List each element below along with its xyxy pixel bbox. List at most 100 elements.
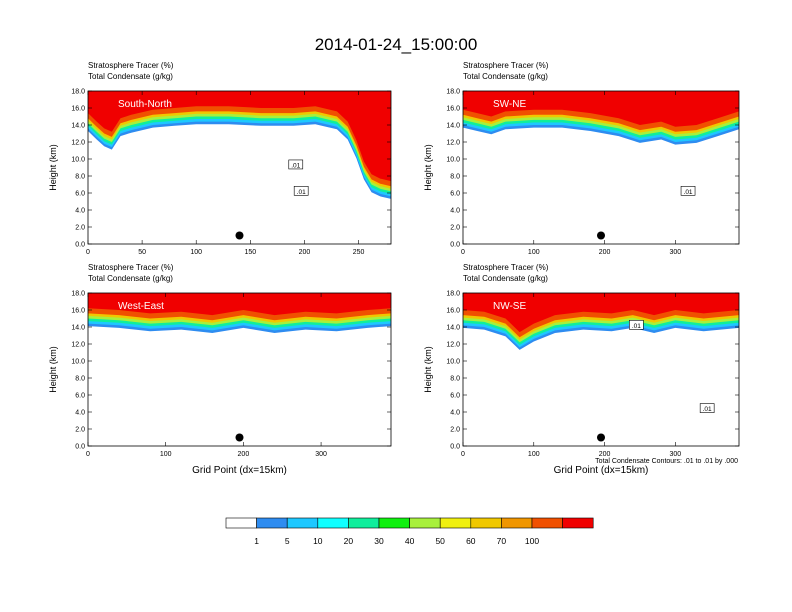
y-tick-label: 2.0 [450,427,460,434]
x-tick-label: 250 [353,249,365,256]
y-tick-label: 6.0 [450,393,460,400]
y-tick-label: 16.0 [446,308,460,315]
x-tick-label: 100 [528,451,540,458]
contour-label: .01 [632,323,641,330]
y-axis-label: Height (km) [48,144,58,191]
x-tick-label: 300 [669,451,681,458]
panel-title-line2: Total Condensate (g/kg) [88,72,173,81]
y-tick-label: 12.0 [71,342,85,349]
y-tick-label: 10.0 [446,157,460,164]
plot-frame [462,292,740,447]
y-tick-label: 16.0 [446,106,460,113]
colorbar-label: 70 [497,536,507,546]
colorbar-label: 5 [285,536,290,546]
y-tick-label: 14.0 [446,325,460,332]
panel-nw-se: Stratosphere Tracer (%) Total Condensate … [423,263,740,476]
contour-label: .01 [684,189,693,196]
contour-label-box [680,186,696,196]
tracer-field [88,91,391,199]
y-tick-label: 10.0 [71,157,85,164]
panel-title-line2: Total Condensate (g/kg) [88,274,173,283]
x-tick-label: 150 [244,249,256,256]
contour-label-box [293,186,309,196]
contour-label: .01 [297,189,306,196]
colorbar-label: 20 [344,536,354,546]
panel-west-east: Stratosphere Tracer (%) Total Condensate … [48,263,392,476]
colorbar-label: 40 [405,536,415,546]
x-tick-label: 300 [669,249,681,256]
x-tick-label: 200 [599,249,611,256]
colorbar-swatch [409,517,441,529]
tracer-band-6 [463,91,739,127]
tracer-band-6 [463,293,739,333]
y-tick-label: 4.0 [450,208,460,215]
y-tick-label: 8.0 [75,376,85,383]
colorbar-swatch [348,517,380,529]
y-tick-label: 6.0 [450,191,460,198]
location-marker [597,231,605,240]
x-tick-label: 0 [461,249,465,256]
colorbar: 1 5 10 20 30 40 50 60 70 100 [225,517,594,546]
y-tick-label: 14.0 [71,123,85,130]
panel-title-line1: Stratosphere Tracer (%) [463,263,549,272]
y-tick-label: 18.0 [446,89,460,96]
contour-label-box [288,159,304,170]
tracer-band-4 [88,91,391,189]
x-tick-label: 50 [138,249,146,256]
contour-label: .01 [291,162,300,169]
x-tick-label: 0 [86,451,90,458]
x-tick-label: 0 [86,249,90,256]
y-tick-label: 4.0 [450,410,460,417]
y-tick-label: 18.0 [446,291,460,298]
colorbar-label: 1 [254,536,259,546]
y-tick-label: 4.0 [75,410,85,417]
y-tick-label: 8.0 [450,376,460,383]
panel-label: West-East [118,301,164,312]
contour-label-box [629,319,644,330]
y-tick-label: 0.0 [75,242,85,249]
y-tick-label: 8.0 [75,174,85,181]
colorbar-label: 30 [374,536,384,546]
y-tick-label: 2.0 [450,225,460,232]
panel-label: South-North [118,99,172,110]
y-tick-label: 12.0 [446,140,460,147]
colorbar-swatch [501,517,533,529]
tracer-field [88,293,391,333]
y-tick-label: 18.0 [71,89,85,96]
tracer-field [463,91,739,145]
colorbar-label: 50 [435,536,445,546]
y-tick-label: 2.0 [75,427,85,434]
plot-frame [87,292,392,447]
x-tick-label: 0 [461,451,465,458]
contour-label: .01 [703,406,712,413]
x-tick-label: 100 [190,249,202,256]
panel-sw-ne: Stratosphere Tracer (%) Total Condensate … [423,61,740,256]
y-tick-label: 14.0 [446,123,460,130]
y-axis-label: Height (km) [48,346,58,393]
x-tick-label: 100 [160,451,172,458]
location-marker [235,433,244,442]
y-axis-label: Height (km) [423,346,433,393]
colorbar-label: 60 [466,536,476,546]
y-tick-label: 12.0 [71,140,85,147]
y-tick-label: 0.0 [75,444,85,451]
x-axis-label: Grid Point (dx=15km) [554,465,649,476]
x-tick-label: 100 [528,249,540,256]
plot-frame [87,90,392,245]
y-tick-label: 0.0 [450,444,460,451]
y-tick-label: 10.0 [71,359,85,366]
location-marker [235,231,244,240]
y-tick-label: 6.0 [75,393,85,400]
colorbar-swatch [562,517,594,529]
panel-title-line1: Stratosphere Tracer (%) [88,263,174,272]
tracer-field [463,293,739,350]
colorbar-swatch [531,517,563,529]
contour-label-box [699,403,715,413]
colorbar-swatch [317,517,349,529]
y-tick-label: 16.0 [71,106,85,113]
y-tick-label: 18.0 [71,291,85,298]
y-tick-label: 10.0 [446,359,460,366]
y-tick-label: 4.0 [75,208,85,215]
colorbar-swatch [256,517,288,529]
